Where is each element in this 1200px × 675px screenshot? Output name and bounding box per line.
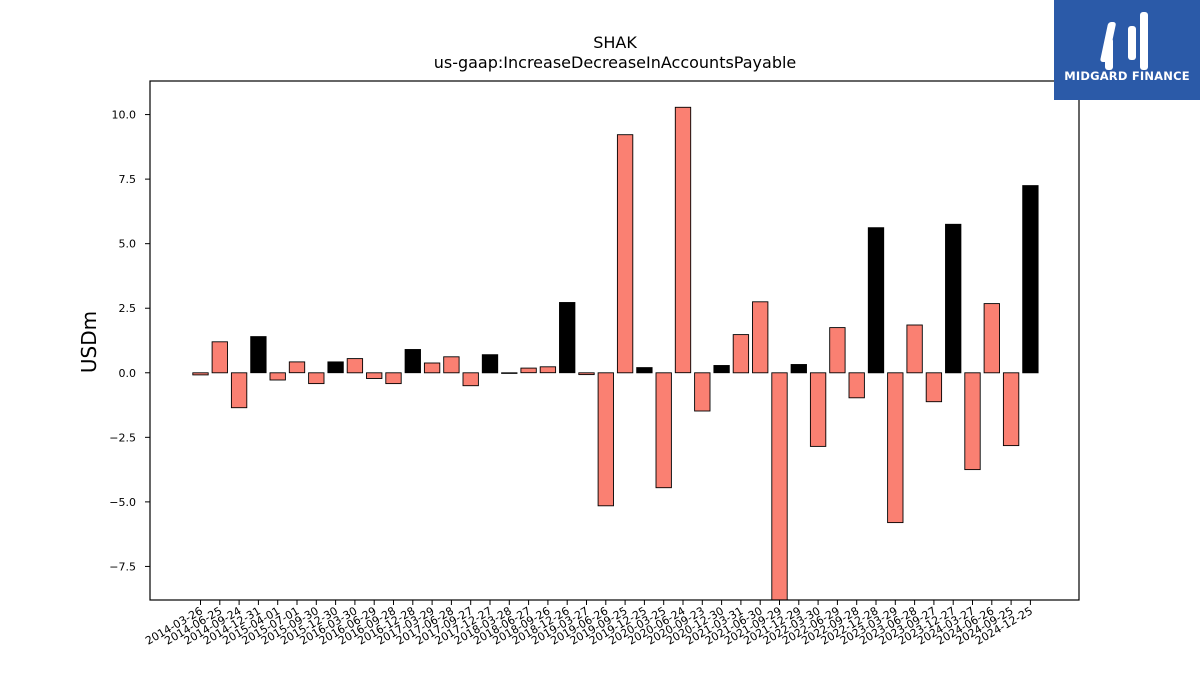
bar-2024-03-27: [964, 372, 981, 471]
bar-2021-03-31: [732, 334, 750, 374]
bar-2018-09-26: [539, 366, 557, 374]
logo-text: MIDGARD FINANCE: [1064, 69, 1190, 83]
y-tick-label: −7.5: [109, 560, 136, 573]
bar-2022-06-29: [829, 327, 846, 374]
y-tick-label: 10.0: [112, 109, 137, 122]
bar-2020-12-30: [713, 365, 730, 374]
y-axis-label: USDm: [77, 311, 101, 373]
bar-2018-06-27: [520, 367, 537, 374]
midgard-m-icon: [1100, 12, 1148, 70]
x-ticks-group: 2014-03-262014-06-252014-09-242014-12-31…: [143, 600, 1035, 648]
bar-2018-12-26: [559, 302, 576, 374]
bar-2016-12-28: [404, 349, 421, 374]
bar-2019-06-26: [597, 372, 614, 507]
bar-2015-09-30: [308, 372, 325, 385]
y-tick-label: 7.5: [119, 173, 137, 186]
bar-2014-09-24: [230, 372, 248, 409]
bar-2024-12-25: [1022, 185, 1039, 374]
bar-2014-06-25: [211, 341, 228, 374]
bar-2016-09-28: [385, 372, 402, 385]
bar-2016-06-29: [366, 372, 383, 379]
bar-2021-09-29: [771, 372, 788, 601]
bar-2015-07-01: [288, 361, 306, 374]
y-tick-label: 0.0: [119, 367, 137, 380]
logo-background: [1054, 0, 1200, 100]
bar-2023-03-29: [887, 372, 904, 524]
bar-2021-06-30: [752, 301, 769, 374]
bar-2024-06-26: [983, 303, 1000, 374]
chart-title: SHAK: [593, 33, 637, 52]
bar-2023-06-28: [906, 324, 923, 374]
bar-2017-09-27: [462, 372, 479, 387]
bar-2015-12-30: [327, 361, 344, 374]
bar-2020-03-25: [655, 372, 672, 489]
y-ticks-group: −7.5 −5.0 −2.5 0.0 2.5 5.0 7.5 10.0: [109, 109, 150, 573]
bar-2017-03-29: [423, 362, 441, 374]
bar-2024-09-25: [1002, 372, 1020, 447]
bar-2022-03-30: [809, 372, 827, 447]
bar-2020-09-23: [694, 372, 711, 412]
bar-2018-03-28: [501, 372, 518, 374]
bar-2023-09-27: [925, 372, 943, 403]
brand-logo: MIDGARD FINANCE: [1054, 0, 1200, 100]
y-tick-label: −2.5: [109, 431, 136, 444]
bars-group: [192, 106, 1039, 601]
y-tick-label: 2.5: [119, 302, 137, 315]
bar-2015-04-01: [269, 372, 286, 381]
bar-2019-12-25: [636, 367, 653, 374]
bar-2014-12-31: [250, 336, 267, 374]
bar-2017-12-27: [481, 354, 499, 374]
bar-2014-03-26: [192, 372, 209, 376]
y-tick-label: −5.0: [109, 496, 136, 509]
bar-2021-12-29: [790, 364, 807, 374]
bar-2022-09-28: [848, 372, 865, 399]
y-tick-label: 5.0: [119, 238, 137, 251]
bar-2022-12-28: [867, 227, 885, 374]
bar-2019-09-25: [616, 134, 634, 374]
chart-subtitle: us-gaap:IncreaseDecreaseInAccountsPayabl…: [434, 53, 797, 72]
bar-2019-03-27: [578, 372, 595, 376]
plot-frame: [149, 80, 1080, 601]
logo-panel: [1054, 0, 1200, 100]
bar-2016-03-30: [346, 358, 364, 374]
bar-2017-06-28: [443, 356, 460, 374]
bar-2023-12-27: [945, 223, 962, 374]
bar-2020-06-24: [674, 106, 692, 374]
